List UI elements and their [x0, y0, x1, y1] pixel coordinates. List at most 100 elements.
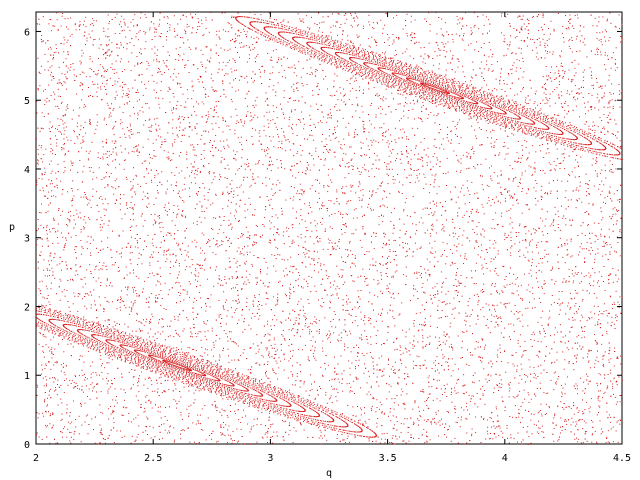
data-point [548, 182, 550, 184]
data-point [455, 421, 457, 423]
data-point [166, 39, 168, 41]
data-point [48, 260, 50, 262]
data-point [226, 125, 228, 127]
data-point [301, 189, 303, 191]
data-point [567, 302, 569, 304]
data-point [537, 321, 539, 323]
data-point [222, 284, 224, 286]
data-point [167, 51, 169, 53]
data-point [270, 345, 272, 347]
data-point [370, 387, 372, 389]
data-point [559, 304, 561, 306]
data-point [250, 328, 252, 330]
data-point [540, 217, 542, 219]
data-point [115, 91, 117, 93]
data-point [518, 251, 520, 252]
data-point [530, 398, 532, 400]
data-point [609, 347, 611, 349]
data-point [362, 189, 364, 191]
data-point [46, 288, 48, 290]
data-point [324, 158, 326, 160]
data-point [574, 319, 576, 321]
data-point [238, 30, 240, 32]
data-point [90, 252, 91, 254]
data-point [138, 277, 140, 279]
data-point [465, 81, 467, 83]
data-point [590, 274, 592, 276]
data-point [524, 374, 525, 375]
data-point [265, 292, 267, 294]
data-point [513, 28, 515, 30]
data-point [342, 284, 344, 285]
data-point [594, 124, 596, 126]
data-point [436, 219, 438, 221]
data-point [525, 225, 527, 227]
data-point [76, 93, 78, 95]
data-point [405, 256, 407, 258]
data-point [123, 21, 125, 23]
data-point [97, 321, 99, 323]
data-point [329, 94, 331, 96]
data-point [120, 296, 121, 298]
data-point [578, 334, 580, 336]
data-point [38, 288, 40, 290]
data-point [41, 280, 43, 282]
data-point [564, 168, 566, 170]
data-point [363, 131, 365, 133]
data-point [71, 380, 73, 382]
data-point [503, 142, 505, 144]
data-point [156, 301, 158, 303]
data-point [458, 161, 460, 163]
data-point [227, 429, 229, 431]
data-point [199, 284, 201, 286]
data-point [382, 198, 384, 200]
data-point [341, 337, 343, 339]
data-point [140, 371, 142, 373]
data-point [494, 433, 496, 435]
data-point [456, 23, 458, 25]
data-point [133, 219, 134, 221]
data-point [457, 280, 459, 282]
data-point [603, 303, 605, 305]
data-point [483, 68, 485, 70]
data-point [318, 427, 319, 429]
data-point [549, 316, 551, 318]
data-point [108, 301, 110, 303]
data-point [527, 103, 529, 104]
data-point [50, 19, 52, 21]
data-point [330, 253, 332, 255]
data-point [442, 254, 443, 256]
data-point [459, 22, 461, 24]
data-point [541, 413, 543, 415]
data-point [430, 235, 432, 237]
data-point [571, 347, 573, 349]
data-point [281, 258, 283, 260]
data-point [364, 154, 365, 156]
data-point [561, 407, 563, 408]
data-point [244, 262, 246, 264]
data-point [548, 407, 550, 409]
data-point [354, 20, 355, 22]
data-point [581, 419, 583, 420]
data-point [329, 240, 331, 241]
data-point [186, 293, 188, 295]
data-point [521, 314, 523, 316]
data-point [393, 41, 395, 43]
data-point [619, 419, 621, 421]
data-point [47, 61, 49, 63]
data-point [366, 352, 368, 354]
data-point [368, 320, 369, 322]
data-point [405, 348, 407, 350]
data-point [76, 136, 78, 138]
data-point [432, 156, 434, 157]
data-point [521, 368, 523, 370]
data-point [350, 146, 352, 148]
data-point [562, 256, 564, 258]
data-point [436, 380, 438, 382]
data-point [603, 363, 605, 365]
data-point [530, 87, 532, 89]
data-point [274, 354, 276, 355]
data-point [170, 76, 172, 78]
data-point [449, 234, 451, 236]
data-point [612, 105, 614, 107]
